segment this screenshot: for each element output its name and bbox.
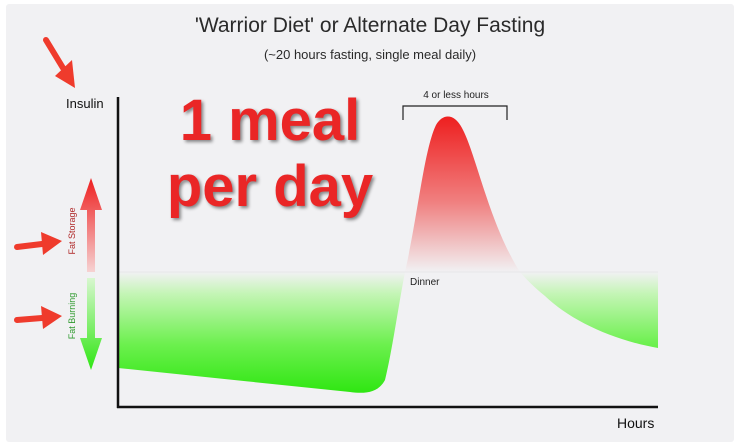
fat-storage-label: Fat Storage <box>67 207 77 255</box>
eating-window-label: 4 or less hours <box>423 90 489 101</box>
eating-window-bracket <box>402 105 508 120</box>
overlay-line-1: 1 meal <box>179 88 361 153</box>
y-axis-label: Insulin <box>66 96 104 111</box>
fat-burning-arrow <box>80 278 102 370</box>
diagram-title: 'Warrior Diet' or Alternate Day Fasting <box>194 14 546 37</box>
overlay-line-2: per day <box>166 154 374 219</box>
diagram-subtitle: (~20 hours fasting, single meal daily) <box>263 47 477 62</box>
pointer-arrow-fat-storage <box>14 232 62 255</box>
fat-storage-arrow <box>80 178 102 272</box>
overlay-text: 1 meal per day <box>150 88 390 220</box>
x-axis-label: Hours <box>617 415 655 431</box>
pointer-arrow-insulin <box>43 37 75 88</box>
fat-burning-area <box>118 272 658 393</box>
pointer-arrow-fat-burning <box>14 306 62 329</box>
fat-burning-label: Fat Burning <box>67 292 77 340</box>
dinner-label: Dinner <box>410 277 440 288</box>
insulin-spike-area <box>405 116 520 272</box>
